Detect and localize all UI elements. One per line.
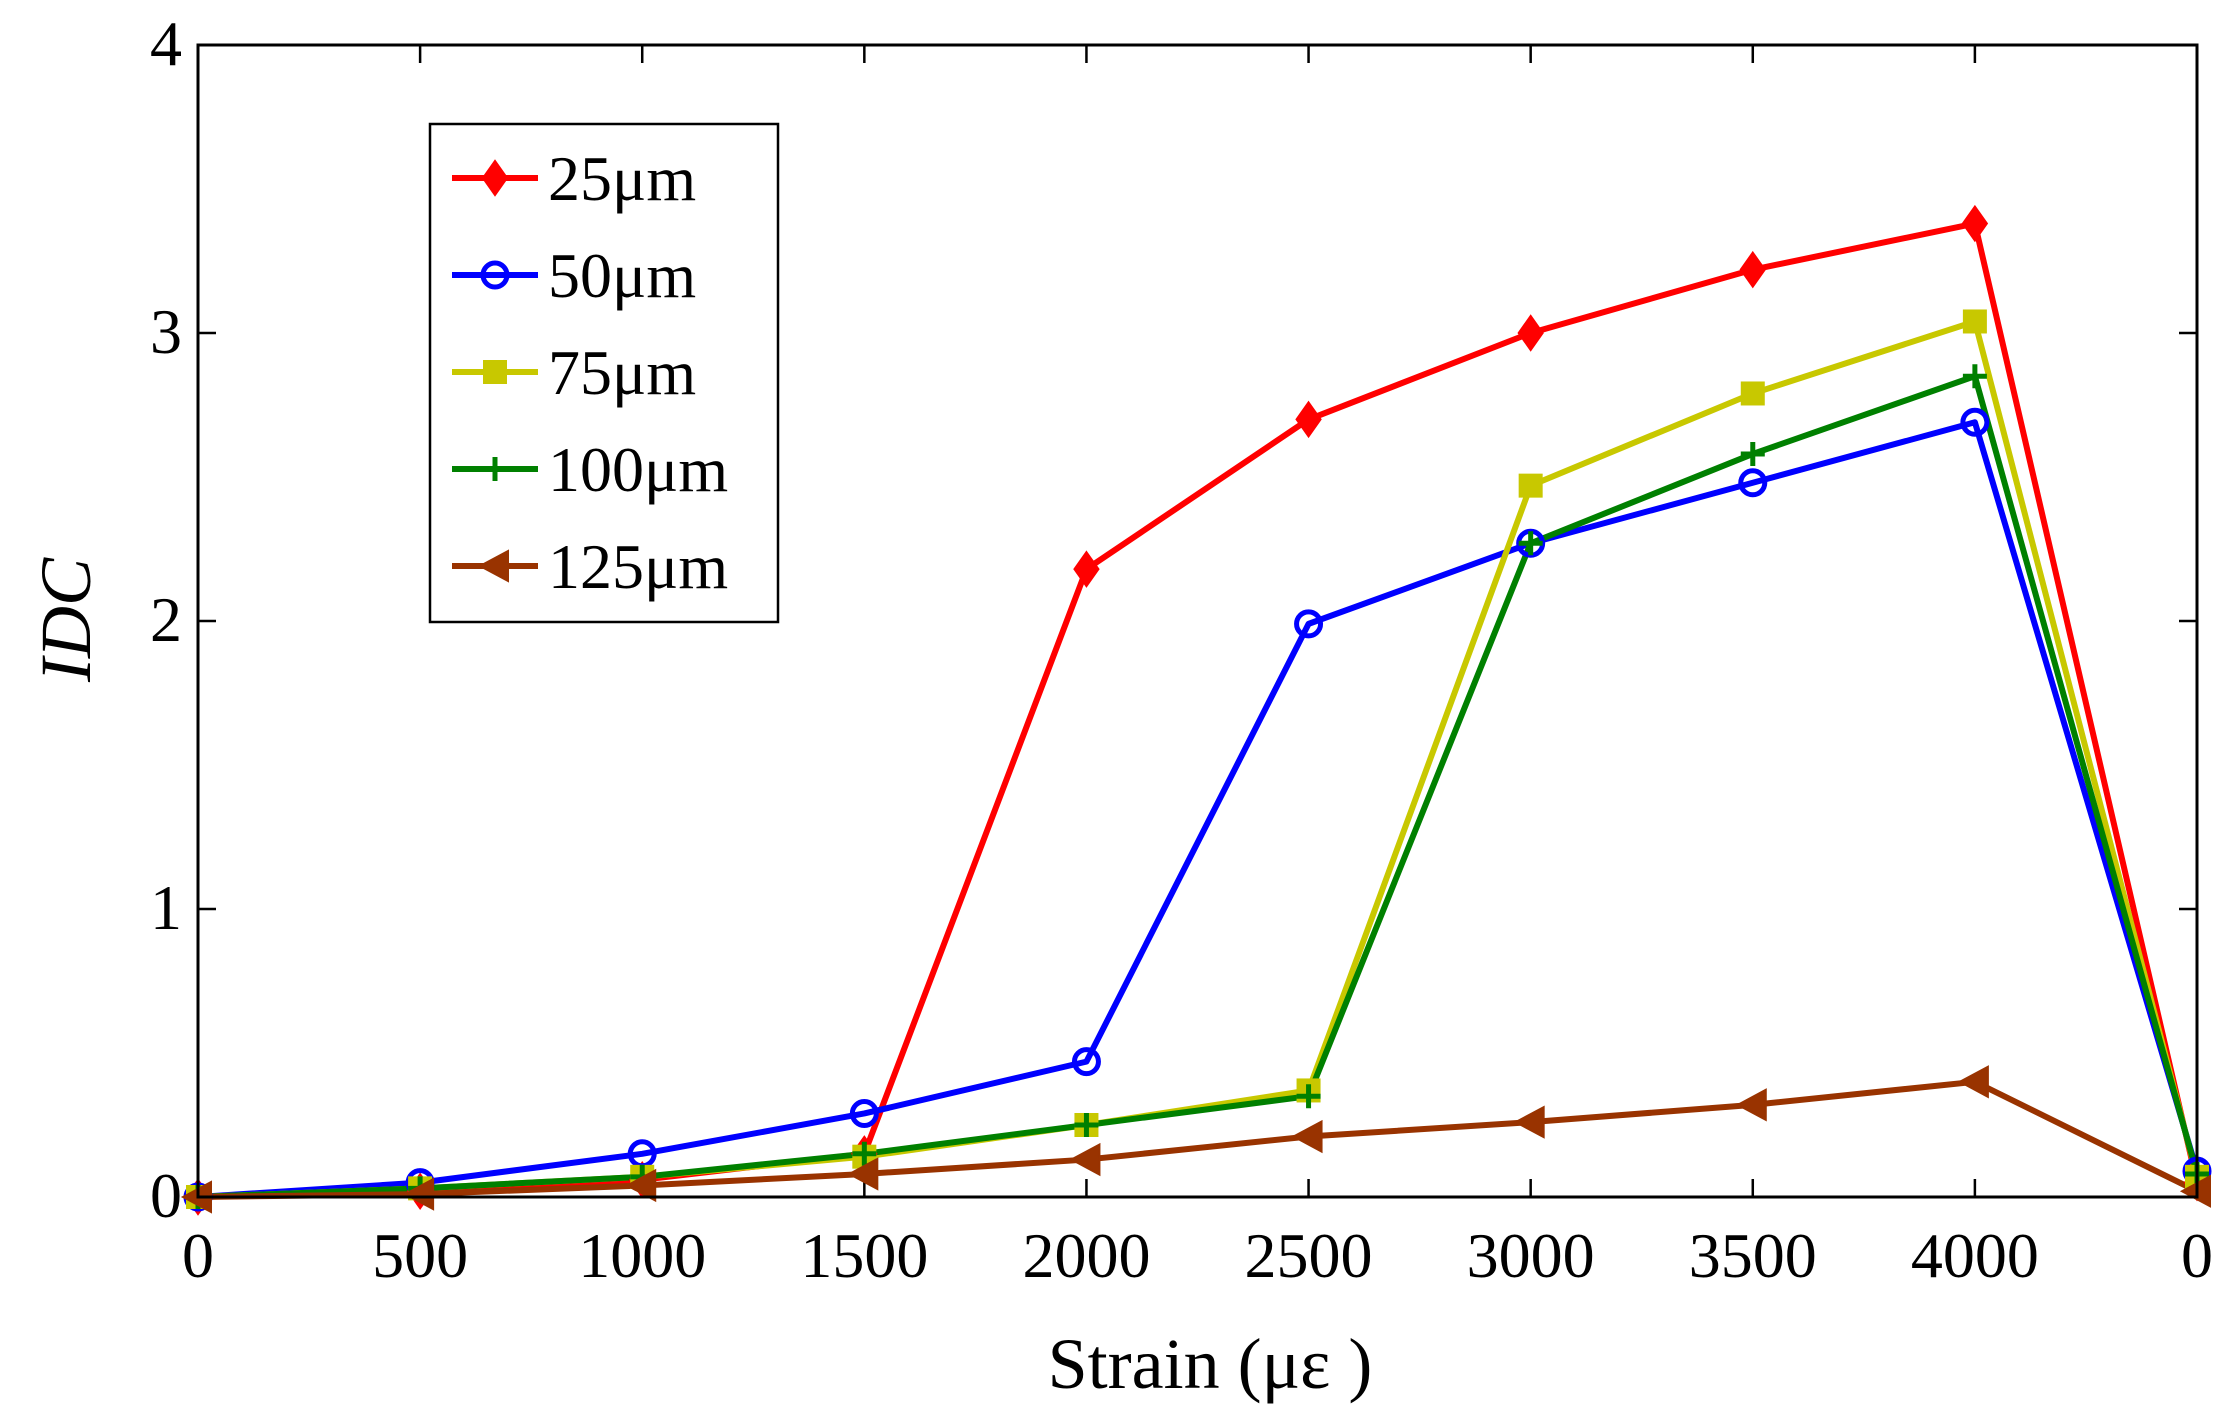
x-tick-label: 1000 (578, 1220, 706, 1291)
series-lines (197, 220, 2200, 1200)
data-point-1-5 (1294, 609, 1324, 639)
x-tick-labels: 0 500 1000 1500 2000 2500 3000 3500 4000 0 (182, 1220, 2213, 1291)
legend-label-2: 75μm (548, 337, 696, 408)
y-tick-label: 4 (150, 8, 182, 79)
legend-marker-0 (481, 159, 509, 197)
x-tick-label: 4000 (1911, 1220, 2039, 1291)
y-tick-label: 2 (150, 584, 182, 655)
y-tick-label: 1 (150, 872, 182, 943)
data-point-2-6 (1518, 473, 1543, 498)
data-point-0-4 (1073, 550, 1100, 588)
x-tick-label: 0 (182, 1220, 214, 1291)
series-line-1 (197, 419, 2200, 1200)
data-point-1-4 (1071, 1047, 1101, 1077)
data-point-0-6 (1517, 314, 1544, 352)
legend-marker-3 (483, 457, 507, 481)
data-point-1-7 (1738, 468, 1768, 498)
series-line-4 (197, 1078, 2199, 1200)
legend-marker-4 (477, 549, 509, 583)
data-point-3-7 (1740, 441, 1765, 466)
x-tick-label: 2500 (1245, 1220, 1373, 1291)
data-point-4-5 (1291, 1119, 1323, 1154)
data-point-2-7 (1740, 381, 1765, 406)
x-tick-label: 2000 (1022, 1220, 1150, 1291)
legend-marker-1 (480, 260, 510, 290)
legend-label-1: 50μm (548, 240, 696, 311)
y-tick-label: 0 (150, 1160, 182, 1231)
data-point-4-6 (1513, 1105, 1545, 1139)
x-tick-label: 3500 (1689, 1220, 1817, 1291)
series-markers (180, 204, 2212, 1216)
plot-frame (196, 43, 2199, 1199)
data-point-3-8 (1962, 364, 1987, 389)
data-point-4-2 (625, 1168, 657, 1203)
data-point-1-3 (849, 1098, 879, 1128)
data-point-4-3 (847, 1157, 879, 1191)
y-tick-labels: 0 1 2 3 4 (150, 8, 182, 1231)
data-point-0-7 (1739, 250, 1767, 289)
data-point-0-5 (1295, 400, 1322, 439)
data-point-2-8 (1962, 309, 1987, 334)
data-point-3-6 (1518, 531, 1543, 556)
x-tick-label: 1500 (800, 1220, 928, 1291)
data-point-4-4 (1069, 1142, 1101, 1177)
legend-marker-2 (483, 360, 507, 384)
data-point-3-5 (1296, 1084, 1321, 1109)
y-axis-label: IDC (26, 557, 106, 683)
data-point-3-3 (852, 1141, 877, 1166)
y-tick-label: 3 (150, 296, 182, 367)
x-axis-label: Strain (με ) (1048, 1324, 1373, 1404)
legend: 25μm 50μm 75μm 100μm 125μm (428, 122, 780, 624)
series-line-3 (197, 373, 2200, 1200)
data-point-3-4 (1074, 1113, 1099, 1137)
data-point-1-8 (1960, 407, 1990, 437)
x-tick-label: 500 (372, 1220, 468, 1291)
data-point-4-8 (1957, 1065, 1989, 1099)
data-point-4-1 (402, 1177, 435, 1211)
legend-label-3: 100μm (548, 434, 728, 505)
legend-label-0: 25μm (548, 143, 696, 214)
x-tick-label: 0 (2181, 1220, 2213, 1291)
data-point-4-7 (1735, 1088, 1767, 1122)
x-tick-label: 3000 (1467, 1220, 1595, 1291)
data-point-0-8 (1961, 204, 1989, 243)
legend-label-4: 125μm (548, 531, 728, 602)
